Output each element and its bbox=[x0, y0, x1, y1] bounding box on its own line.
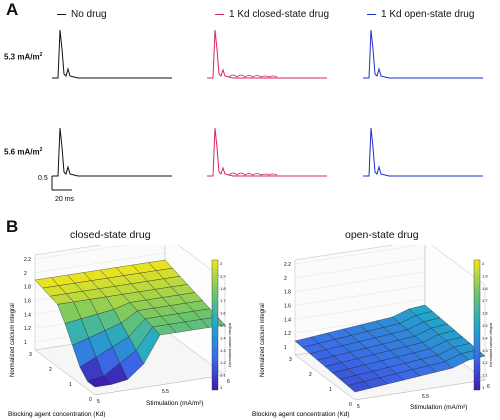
z-tick-label: 1.2 bbox=[24, 326, 31, 332]
chart-title-closed: closed-state drug bbox=[70, 229, 151, 241]
z-gridline bbox=[294, 299, 426, 320]
trace-row1-col2 bbox=[207, 29, 327, 79]
colorbar-tick-label: 1 bbox=[482, 385, 485, 390]
colorbar-tick-label: 2 bbox=[220, 261, 223, 266]
x-tick-label: 0 bbox=[89, 397, 92, 403]
zlabel-open: Normalized calcium integral bbox=[260, 303, 266, 377]
colorbar-tick-label: 1.9 bbox=[482, 273, 488, 278]
chart-title-open: open-state drug bbox=[345, 229, 419, 241]
trace-ripples-row2 bbox=[228, 172, 278, 176]
ylabel-closed: Stimulation (mA/m²) bbox=[146, 400, 203, 407]
z-tick-label: 1.6 bbox=[284, 304, 291, 310]
y-tick-label: 6 bbox=[227, 379, 230, 385]
y-tick-label: 5 bbox=[97, 399, 100, 405]
colorbar-tick-label: 1.6 bbox=[482, 311, 488, 316]
colorbar bbox=[473, 259, 481, 391]
legend-label-closed-drug: 1 Kd closed-state drug bbox=[229, 9, 330, 20]
colorbar-tick-label: 1.8 bbox=[220, 286, 226, 291]
z-gridline bbox=[294, 285, 426, 306]
xlabel-open: Blocking agent concentration (Kd) bbox=[252, 411, 350, 418]
colorbar-label-closed: Normalized calcium integral bbox=[228, 323, 232, 367]
colorbar-tick-label: 1 bbox=[220, 385, 223, 390]
x-tick-label: 1 bbox=[69, 382, 72, 388]
legend-label-no-drug: No drug bbox=[71, 9, 107, 20]
legend-closed-drug: 1 Kd closed-state drug bbox=[215, 9, 329, 20]
colorbar-tick-label: 1.4 bbox=[220, 335, 226, 340]
colorbar bbox=[211, 259, 219, 391]
surface-chart-closed: 1 1.2 1.4 1.6 1.8 2 2.2 3 2 1 0 5 5.5 6 2 1.9 1.8 1.7 1.6 1… bbox=[8, 245, 232, 418]
legend-swatch-open-drug bbox=[367, 13, 376, 16]
z-gridline bbox=[294, 257, 426, 279]
y-tick-label: 5.5 bbox=[162, 389, 169, 395]
row-label-5-6-sup: 2 bbox=[39, 147, 43, 153]
colorbar-tick-label: 1.5 bbox=[482, 323, 488, 328]
z-tick-label: 2 bbox=[24, 271, 27, 277]
row-label-5-3-text: 5.3 mA/m bbox=[4, 52, 40, 62]
colorbar-tick-label: 1.6 bbox=[220, 311, 226, 316]
x-tick-label: 3 bbox=[289, 357, 292, 363]
legend-swatch-closed-drug bbox=[215, 13, 224, 16]
z-gridline bbox=[34, 252, 166, 274]
xlabel-closed: Blocking agent concentration (Kd) bbox=[8, 411, 106, 418]
x-tick-label: 2 bbox=[49, 367, 52, 373]
colorbar-tick-label: 1.1 bbox=[482, 373, 488, 378]
z-tick-label: 1.8 bbox=[284, 290, 291, 296]
colorbar-tick-label: 1.5 bbox=[220, 323, 226, 328]
z-gridline bbox=[294, 245, 420, 265]
colorbar-tick-label: 1.2 bbox=[482, 360, 488, 365]
scalebar-x-label: 20 ms bbox=[55, 196, 75, 203]
x-tick-label: 0 bbox=[349, 402, 352, 408]
trace-area: 0.5 20 ms bbox=[38, 29, 483, 203]
colorbar-label-open: Normalized calcium integral bbox=[489, 323, 493, 367]
row-label-5-6: 5.6 mA/m2 bbox=[4, 147, 42, 157]
legend-no-drug: No drug bbox=[57, 9, 107, 20]
surface-chart-open: 1 1.2 1.4 1.6 1.8 2 2.2 3 2 1 0 5 5.5 6 2 1.9 1.8 1.7 1.6 1… bbox=[252, 245, 493, 418]
z-tick-label: 1.6 bbox=[24, 299, 31, 305]
legend-swatch-no-drug bbox=[57, 13, 66, 16]
x-tick-label: 3 bbox=[29, 352, 32, 358]
legend-label-open-drug: 1 Kd open-state drug bbox=[381, 9, 475, 20]
z-tick-label: 1.8 bbox=[24, 285, 31, 291]
colorbar-tick-label: 1.7 bbox=[482, 298, 488, 303]
y-tick-label: 5 bbox=[357, 404, 360, 410]
colorbar-tick-label: 1.2 bbox=[220, 360, 226, 365]
x-tick-label: 1 bbox=[329, 387, 332, 393]
z-tick-label: 1 bbox=[24, 340, 27, 346]
colorbar-tick-label: 1.9 bbox=[220, 273, 226, 278]
z-tick-label: 2.2 bbox=[284, 262, 291, 268]
colorbar-tick-label: 1.3 bbox=[482, 348, 488, 353]
scalebar-y-label: 0.5 bbox=[38, 175, 48, 182]
z-tick-label: 1.4 bbox=[24, 312, 31, 318]
panel-b-letter: B bbox=[6, 217, 19, 236]
trace-row1-col3 bbox=[363, 29, 483, 79]
row-label-5-3: 5.3 mA/m2 bbox=[4, 52, 42, 62]
colorbar-tick-label: 1.1 bbox=[220, 373, 226, 378]
trace-row2-col2 bbox=[207, 127, 327, 177]
y-tick-label: 5.5 bbox=[422, 394, 429, 400]
legend-open-drug: 1 Kd open-state drug bbox=[367, 9, 474, 20]
colorbar-tick-label: 2 bbox=[482, 261, 485, 266]
z-tick-label: 1 bbox=[284, 345, 287, 351]
colorbar-tick-label: 1.4 bbox=[482, 335, 488, 340]
trace-row2-col1 bbox=[52, 127, 172, 177]
colorbar-tick-label: 1.7 bbox=[220, 298, 226, 303]
z-tick-label: 1.4 bbox=[284, 317, 291, 323]
colorbar-tick-label: 1.8 bbox=[482, 286, 488, 291]
row-label-5-3-sup: 2 bbox=[39, 52, 43, 58]
z-gridline bbox=[34, 245, 128, 260]
row-label-5-6-text: 5.6 mA/m bbox=[4, 147, 40, 157]
y-tick-label: 6 bbox=[487, 384, 490, 390]
z-gridline bbox=[294, 271, 426, 292]
trace-ripples-row1 bbox=[228, 74, 278, 78]
trace-row1-col1 bbox=[52, 29, 172, 79]
colorbar-tick-label: 1.3 bbox=[220, 348, 226, 353]
trace-row2-col3 bbox=[363, 127, 483, 177]
panel-a-letter: A bbox=[6, 0, 19, 19]
z-tick-label: 1.2 bbox=[284, 331, 291, 337]
zlabel-closed: Normalized calcium integral bbox=[10, 303, 16, 377]
z-tick-label: 2.2 bbox=[24, 257, 31, 263]
z-tick-label: 2 bbox=[284, 276, 287, 282]
x-tick-label: 2 bbox=[309, 372, 312, 378]
ylabel-open: Stimulation (mA/m²) bbox=[410, 404, 467, 411]
